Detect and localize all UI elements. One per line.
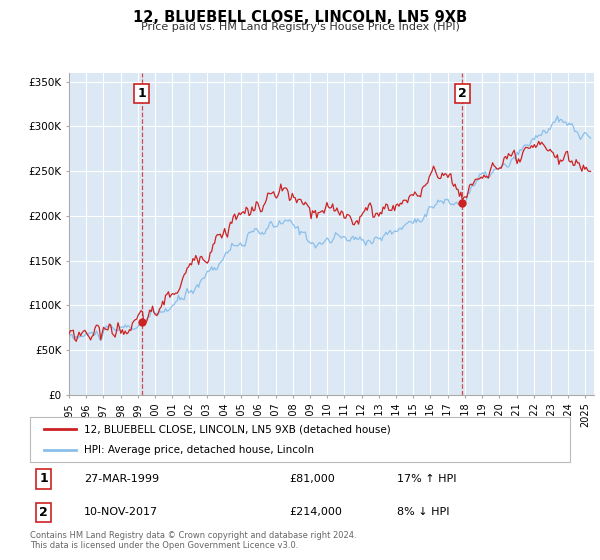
Text: HPI: Average price, detached house, Lincoln: HPI: Average price, detached house, Linc…	[84, 445, 314, 455]
Text: This data is licensed under the Open Government Licence v3.0.: This data is licensed under the Open Gov…	[30, 541, 298, 550]
Text: 8% ↓ HPI: 8% ↓ HPI	[397, 507, 450, 517]
Text: £214,000: £214,000	[289, 507, 342, 517]
Text: 1: 1	[137, 87, 146, 100]
Text: Price paid vs. HM Land Registry's House Price Index (HPI): Price paid vs. HM Land Registry's House …	[140, 22, 460, 32]
Text: 27-MAR-1999: 27-MAR-1999	[84, 474, 159, 484]
Text: 17% ↑ HPI: 17% ↑ HPI	[397, 474, 457, 484]
Text: 2: 2	[39, 506, 48, 519]
Text: 10-NOV-2017: 10-NOV-2017	[84, 507, 158, 517]
Text: 2: 2	[458, 87, 467, 100]
Text: £81,000: £81,000	[289, 474, 335, 484]
Text: 12, BLUEBELL CLOSE, LINCOLN, LN5 9XB (detached house): 12, BLUEBELL CLOSE, LINCOLN, LN5 9XB (de…	[84, 424, 391, 435]
Text: 12, BLUEBELL CLOSE, LINCOLN, LN5 9XB: 12, BLUEBELL CLOSE, LINCOLN, LN5 9XB	[133, 10, 467, 25]
Text: 1: 1	[39, 473, 48, 486]
Text: Contains HM Land Registry data © Crown copyright and database right 2024.: Contains HM Land Registry data © Crown c…	[30, 531, 356, 540]
